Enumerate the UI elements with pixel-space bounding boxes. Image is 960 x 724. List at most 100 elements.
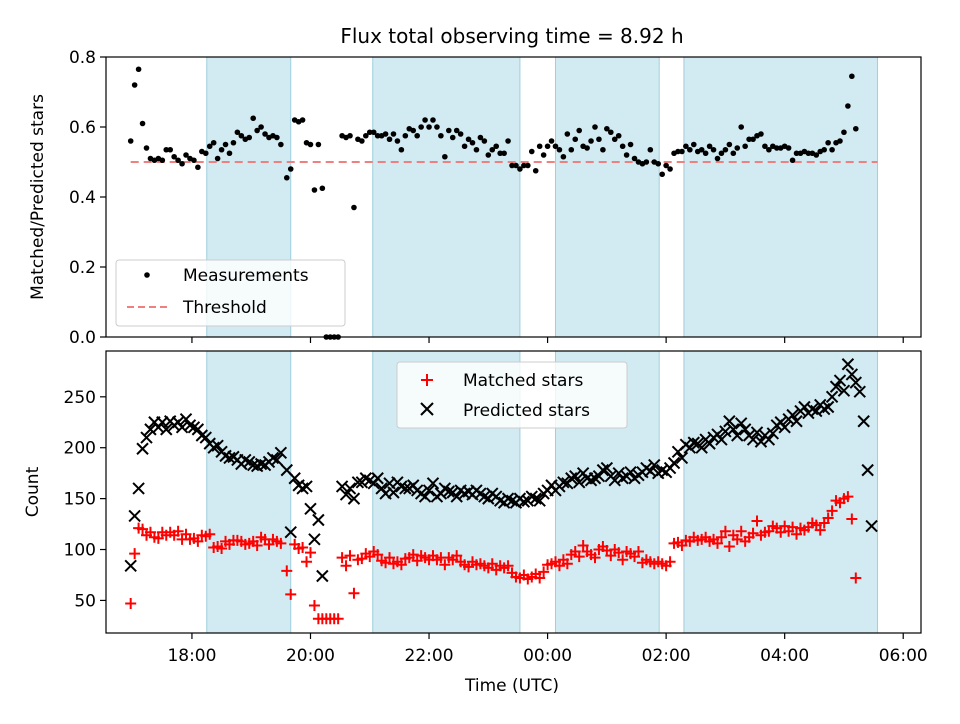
matched-legend-marker (421, 374, 433, 386)
predicted-star-point (746, 433, 760, 446)
matched-stars-layer (125, 491, 862, 625)
measurement-point (457, 131, 464, 137)
matched-star-point (787, 521, 799, 533)
top-legend-box (115, 259, 346, 327)
measurement-point (675, 148, 681, 155)
measurement-point (167, 146, 174, 153)
measurement-point (829, 146, 835, 153)
measurement-point (363, 132, 369, 139)
y-tick-label: 0.0 (69, 328, 96, 348)
matched-star-point (304, 547, 316, 559)
matched-star-point (285, 588, 297, 600)
measurements-layer (127, 66, 859, 340)
matched-star-point (348, 587, 360, 599)
predicted-star-point (837, 384, 851, 397)
matched-star-point (731, 533, 743, 545)
measurement-point (274, 134, 280, 141)
predicted-star-point (517, 495, 531, 508)
measurement-point (726, 141, 733, 148)
threshold-legend-label: Threshold (182, 298, 267, 318)
measurement-point (246, 134, 253, 141)
measurement-point (690, 141, 697, 148)
measurement-point (238, 132, 245, 139)
matched-star-point (308, 600, 320, 612)
predicted-star-point (132, 482, 145, 495)
matched-star-point (344, 550, 356, 562)
measurement-point (687, 146, 693, 153)
predicted-star-point (335, 480, 349, 493)
matched-star-point (384, 552, 396, 564)
measurement-point (821, 146, 827, 153)
measurement-point (568, 146, 575, 153)
matched-star-point (137, 523, 149, 535)
matched-star-point (735, 525, 747, 537)
predicted-star-point (841, 358, 855, 371)
matched-legend-label: Matched stars (463, 371, 583, 391)
predicted-star-point (199, 431, 212, 444)
predicted-star-point (766, 427, 780, 440)
measurement-point (667, 166, 673, 172)
measurement-point (386, 136, 393, 143)
measurement-point (552, 143, 559, 150)
measurement-point (608, 129, 614, 136)
measurement-point (604, 125, 610, 132)
matched-star-point (204, 528, 216, 540)
measurement-point (766, 146, 772, 153)
matched-star-point (553, 560, 565, 572)
measurement-point (813, 152, 820, 158)
predicted-star-point (778, 421, 791, 434)
predicted-star-point (339, 488, 353, 501)
predicted-star-point (347, 492, 361, 505)
measurement-point (643, 159, 650, 165)
predicted-star-point (533, 494, 546, 507)
top-legend: Measurements Threshold (115, 259, 346, 327)
measurement-point (135, 66, 142, 73)
measurement-point (505, 138, 511, 144)
measurement-point (714, 155, 721, 162)
predicted-star-point (128, 509, 141, 523)
measurement-point (175, 157, 181, 164)
top-x-ticks (191, 337, 904, 343)
measurement-point (528, 148, 535, 155)
predicted-star-point (175, 421, 189, 434)
top-panel: 0.00.20.40.60.8 Matched/Predicted stars … (28, 48, 922, 348)
measurement-point (202, 150, 209, 157)
chart-title: Flux total observing time = 8.92 h (340, 24, 683, 48)
predicted-star-point (223, 451, 236, 465)
matched-star-point (538, 566, 550, 578)
matched-star-point (395, 559, 407, 571)
predicted-star-point (833, 374, 847, 387)
measurement-point (773, 145, 780, 151)
predicted-star-point (810, 404, 823, 418)
measurement-point (434, 124, 440, 130)
matched-star-point (814, 524, 826, 536)
predicted-star-point (572, 476, 586, 489)
measurement-point (837, 138, 843, 144)
x-tick-label: 22:00 (405, 646, 454, 666)
measurement-point (139, 120, 146, 127)
measurement-point (398, 146, 405, 153)
predicted-star-point (399, 482, 412, 495)
measurement-point (315, 141, 322, 148)
predicted-star-point (821, 400, 835, 414)
measurement-point (183, 152, 189, 158)
measurement-point (254, 127, 260, 134)
matched-star-point (719, 525, 731, 537)
matched-star-point (664, 556, 676, 568)
measurement-point (258, 124, 264, 130)
measurement-point (600, 146, 606, 153)
predicted-star-point (849, 376, 863, 389)
measurement-point (283, 174, 290, 181)
predicted-star-point (608, 474, 621, 487)
measurement-point (734, 145, 741, 151)
matched-star-point (486, 558, 498, 570)
predicted-star-point (790, 415, 803, 428)
matched-star-point (336, 552, 348, 564)
y-tick-label: 0.8 (69, 48, 96, 68)
measurement-point (250, 115, 256, 122)
matched-star-point (192, 535, 204, 547)
measurement-point (710, 146, 717, 153)
measurement-point (758, 131, 764, 137)
predicted-star-point (211, 439, 224, 452)
measurement-point (422, 117, 428, 123)
